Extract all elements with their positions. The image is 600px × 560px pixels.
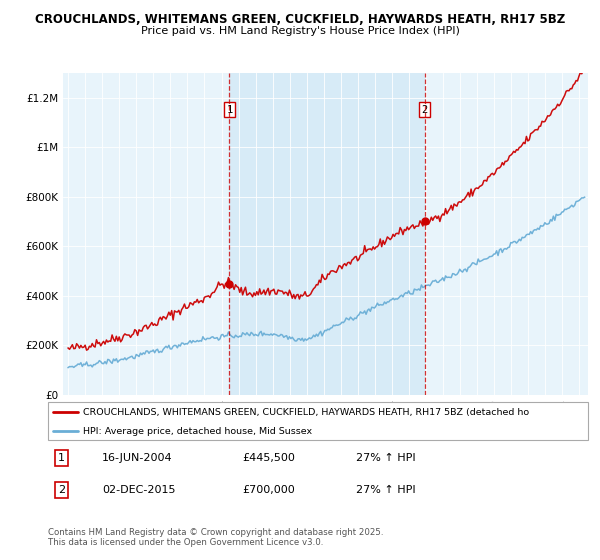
Text: 27% ↑ HPI: 27% ↑ HPI bbox=[356, 453, 415, 463]
Bar bbox=[229, 73, 425, 395]
Text: HPI: Average price, detached house, Mid Sussex: HPI: Average price, detached house, Mid … bbox=[83, 427, 312, 436]
Text: 1: 1 bbox=[226, 105, 232, 115]
Text: 1: 1 bbox=[58, 453, 65, 463]
Text: £700,000: £700,000 bbox=[242, 485, 295, 495]
Text: 2: 2 bbox=[422, 105, 428, 115]
Text: £445,500: £445,500 bbox=[242, 453, 295, 463]
Text: 02-DEC-2015: 02-DEC-2015 bbox=[102, 485, 176, 495]
Text: Price paid vs. HM Land Registry's House Price Index (HPI): Price paid vs. HM Land Registry's House … bbox=[140, 26, 460, 36]
Text: CROUCHLANDS, WHITEMANS GREEN, CUCKFIELD, HAYWARDS HEATH, RH17 5BZ (detached ho: CROUCHLANDS, WHITEMANS GREEN, CUCKFIELD,… bbox=[83, 408, 529, 417]
Text: 16-JUN-2004: 16-JUN-2004 bbox=[102, 453, 173, 463]
FancyBboxPatch shape bbox=[48, 402, 588, 440]
Text: Contains HM Land Registry data © Crown copyright and database right 2025.
This d: Contains HM Land Registry data © Crown c… bbox=[48, 528, 383, 547]
Text: CROUCHLANDS, WHITEMANS GREEN, CUCKFIELD, HAYWARDS HEATH, RH17 5BZ: CROUCHLANDS, WHITEMANS GREEN, CUCKFIELD,… bbox=[35, 13, 565, 26]
Text: 2: 2 bbox=[58, 485, 65, 495]
Text: 27% ↑ HPI: 27% ↑ HPI bbox=[356, 485, 415, 495]
